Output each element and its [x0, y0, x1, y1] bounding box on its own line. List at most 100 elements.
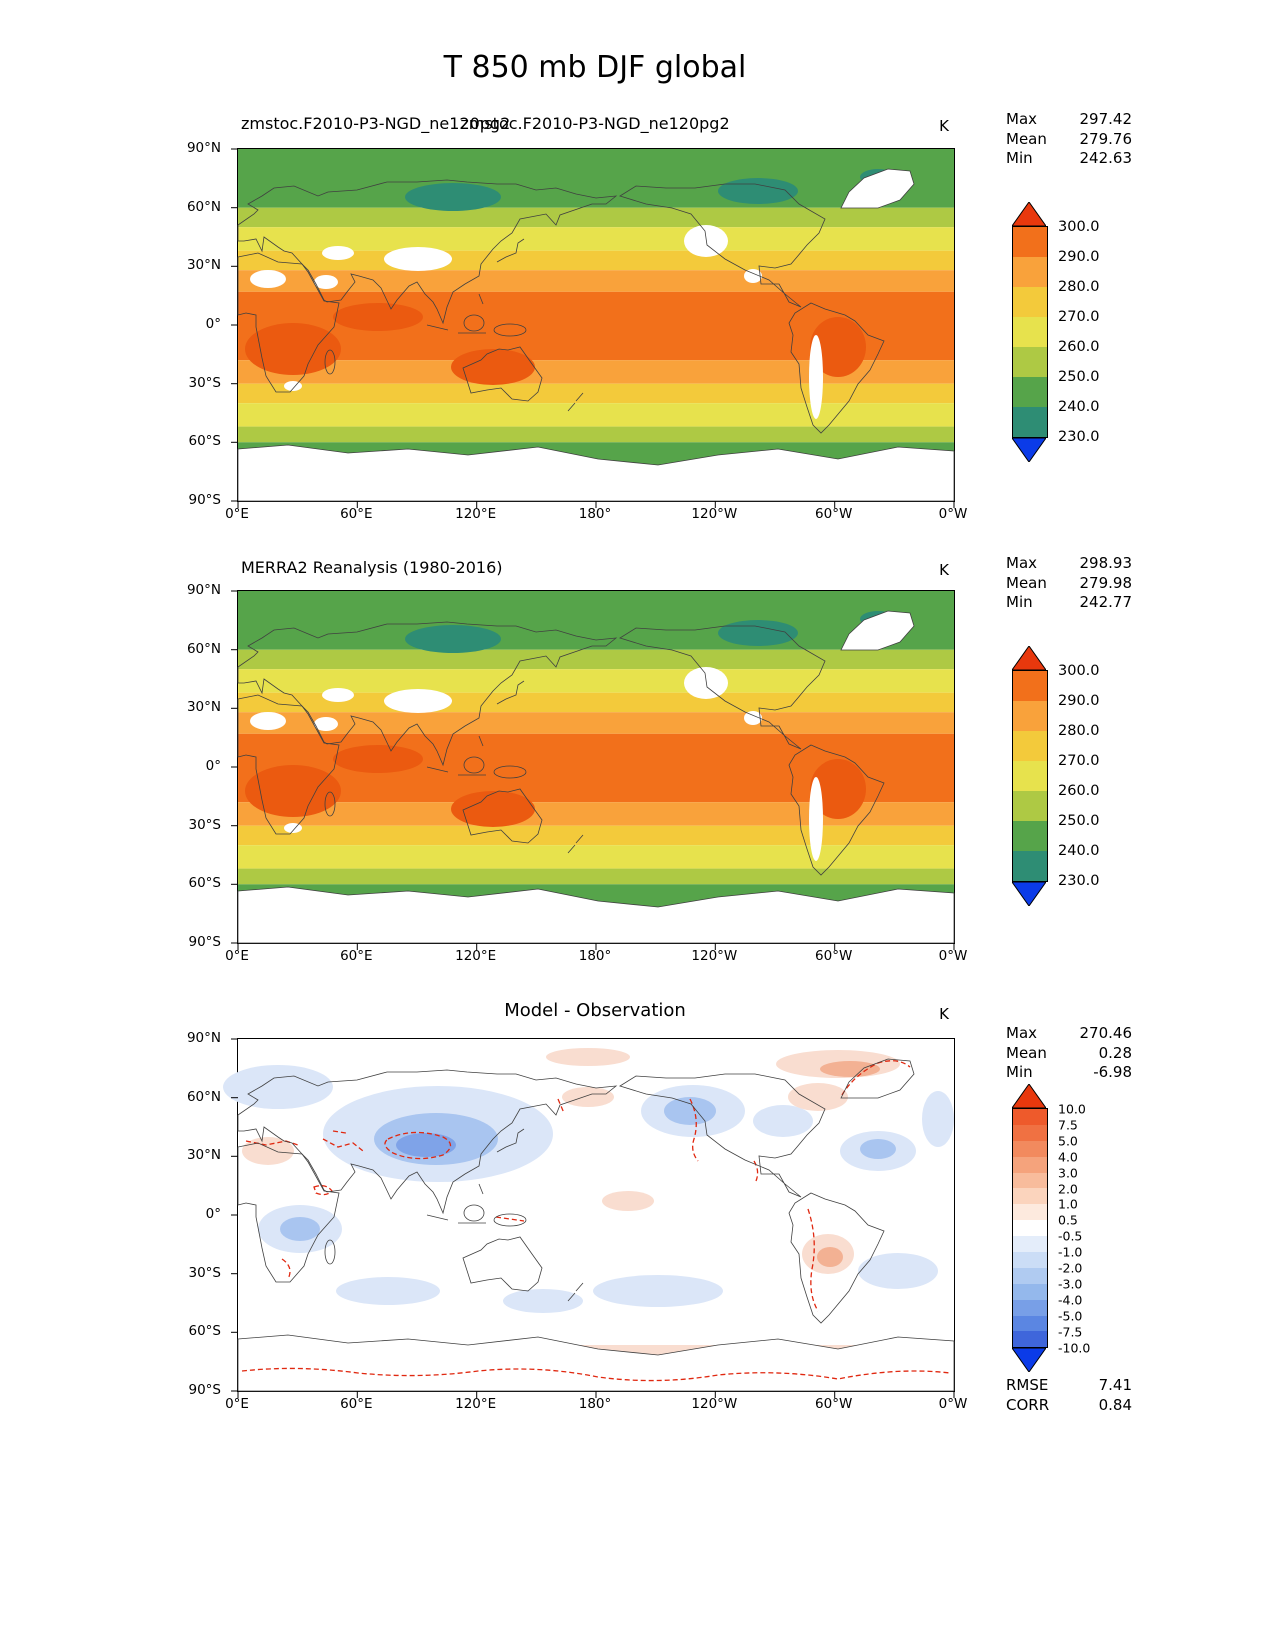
colorbar-tick-label: -2.0	[1058, 1260, 1083, 1276]
colorbar-segment	[1013, 1124, 1047, 1141]
colorbar-segment	[1013, 821, 1047, 851]
x-tick-label: 60°W	[815, 948, 853, 964]
x-tick-label: 120°W	[691, 506, 738, 522]
y-tick-label: 90°N	[186, 582, 221, 598]
colorbar-tick-label: -0.5	[1058, 1228, 1083, 1244]
colorbar-tick-label: 290.0	[1058, 249, 1100, 265]
panel-model-unit-label: K	[939, 117, 949, 135]
stat-label-mean: Mean	[1006, 1043, 1047, 1062]
colorbar-tick-label: -1.0	[1058, 1244, 1083, 1260]
colorbar-tick-label: 280.0	[1058, 723, 1100, 739]
panel-diff-x-axis: 0°E 60°E 120°E 180° 120°W 60°W 0°W	[225, 1392, 967, 1412]
colorbar-tick-label: 4.0	[1058, 1149, 1078, 1165]
colorbar-tick-label: -4.0	[1058, 1292, 1083, 1308]
colorbar-segment	[1013, 407, 1047, 437]
colorbar-extend-bottom	[1012, 438, 1046, 462]
y-tick-label: 60°N	[186, 198, 221, 215]
stat-row-mean: Mean 279.76	[1006, 130, 1132, 150]
x-tick-label: 180°	[578, 506, 612, 522]
panel-merra2-x-axis: 0°E 60°E 120°E 180° 120°W 60°W 0°W	[225, 944, 967, 964]
colorbar-segment	[1013, 671, 1047, 701]
y-tick-label: 90°S	[188, 492, 222, 508]
y-tick-label: 0°	[205, 758, 221, 774]
colorbar-segment	[1013, 701, 1047, 731]
panel-merra2-title: MERRA2 Reanalysis (1980-2016)	[241, 558, 503, 577]
colorbar-body	[1012, 226, 1048, 438]
colorbar-tick-label: 250.0	[1058, 813, 1100, 829]
colorbar-tick-label: 270.0	[1058, 753, 1100, 769]
colorbar-segment	[1013, 377, 1047, 407]
colorbar-segment	[1013, 1315, 1047, 1332]
stat-value-mean: 0.28	[1098, 1043, 1132, 1062]
colorbar-segment	[1013, 1140, 1047, 1157]
colorbar-segment	[1013, 227, 1047, 257]
stat-row-min: Min 242.77	[1006, 593, 1132, 613]
panel-diff-stats: Max 270.46 Mean 0.28 Min -6.98	[1006, 1024, 1132, 1083]
colorbar-tick-label: 300.0	[1058, 663, 1100, 679]
colorbar-tick-label: 7.5	[1058, 1117, 1078, 1133]
colorbar-tick-label: 1.0	[1058, 1196, 1078, 1212]
colorbar-tick-label: 230.0	[1058, 873, 1100, 889]
colorbar-tick-label: 240.0	[1058, 843, 1100, 859]
stat-row-max: Max 298.93	[1006, 554, 1132, 574]
y-tick-label: 60°S	[188, 1323, 222, 1340]
colorbar-tick-label: 260.0	[1058, 339, 1100, 355]
panel-model-title-left: zmstoc.F2010-P3-NGD_ne120pg2	[241, 114, 511, 133]
panel-merra2-title-row: MERRA2 Reanalysis (1980-2016) K	[237, 558, 953, 582]
y-tick-label: 60°S	[188, 433, 222, 450]
colorbar-extend-top	[1012, 202, 1046, 226]
stat-row-min: Min -6.98	[1006, 1063, 1132, 1083]
y-tick-label: 90°N	[186, 140, 221, 156]
x-tick-label: 0°E	[225, 1396, 249, 1412]
colorbar-segment	[1013, 1109, 1047, 1125]
x-tick-label: 180°	[578, 948, 612, 964]
colorbar-segment	[1013, 1220, 1047, 1237]
colorbar-segment	[1013, 287, 1047, 317]
colorbar-tick-label: 2.0	[1058, 1181, 1078, 1196]
stat-value-corr: 0.84	[1098, 1395, 1132, 1414]
colorbar-extend-top	[1012, 1084, 1046, 1108]
y-tick-label: 0°	[205, 1206, 221, 1222]
colorbar-tick-label: -3.0	[1058, 1276, 1083, 1292]
y-tick-label: 60°N	[186, 640, 221, 657]
stat-row-corr: CORR 0.84	[1006, 1396, 1132, 1416]
stat-label-max: Max	[1006, 110, 1038, 128]
colorbar-tick-label: 250.0	[1058, 369, 1100, 385]
panel-model-x-axis: 0°E 60°E 120°E 180° 120°W 60°W 0°W	[225, 502, 967, 522]
panel-model-stats: Max 297.42 Mean 279.76 Min 242.63	[1006, 110, 1132, 169]
colorbar-tick-label: -5.0	[1058, 1308, 1083, 1324]
x-tick-label: 60°E	[340, 948, 373, 964]
map-merra2	[230, 590, 955, 951]
colorbar-segment	[1013, 1252, 1047, 1268]
stat-label-min: Min	[1006, 1063, 1033, 1081]
stat-row-max: Max 297.42	[1006, 110, 1132, 130]
x-tick-label: 120°W	[691, 1396, 738, 1412]
colorbar-segment	[1013, 1283, 1047, 1300]
colorbar-body	[1012, 1108, 1048, 1349]
y-tick-label: 30°S	[188, 816, 222, 833]
y-tick-label: 90°S	[188, 1382, 222, 1398]
colorbar-segment	[1013, 1188, 1047, 1205]
stat-value-max: 298.93	[1079, 554, 1133, 572]
stat-value-min: 242.63	[1079, 149, 1133, 167]
colorbar-tick-label: 3.0	[1058, 1165, 1078, 1181]
colorbar-merra2: 300.0 290.0 280.0 270.0 260.0 250.0 240.0 230.0	[1012, 646, 1142, 906]
panel-model-title-center: zmstoc.F2010-P3-NGD_ne120pg2	[460, 114, 730, 133]
x-tick-label: 60°W	[815, 1396, 853, 1412]
colorbar-extend-bottom	[1012, 882, 1046, 906]
stat-row-mean: Mean 0.28	[1006, 1044, 1132, 1064]
stat-row-max: Max 270.46	[1006, 1024, 1132, 1044]
colorbar-tick-label: 5.0	[1058, 1133, 1078, 1149]
panel-diff-title: Model - Observation	[504, 1000, 686, 1021]
colorbar-tick-label: 230.0	[1058, 429, 1100, 445]
panel-diff-skill-stats: RMSE 7.41 CORR 0.84	[1006, 1376, 1132, 1415]
stat-label-mean: Mean	[1006, 573, 1047, 592]
stat-label-min: Min	[1006, 149, 1033, 167]
colorbar-segment	[1013, 761, 1047, 791]
stat-label-max: Max	[1006, 554, 1038, 572]
panel-diff-y-axis: 90°N 60°N 30°N 0° 30°S 60°S 90°S	[165, 1030, 229, 1398]
x-tick-label: 120°E	[455, 948, 497, 964]
colorbar-tick-label: -10.0	[1058, 1340, 1091, 1355]
y-tick-label: 30°S	[188, 1264, 222, 1281]
